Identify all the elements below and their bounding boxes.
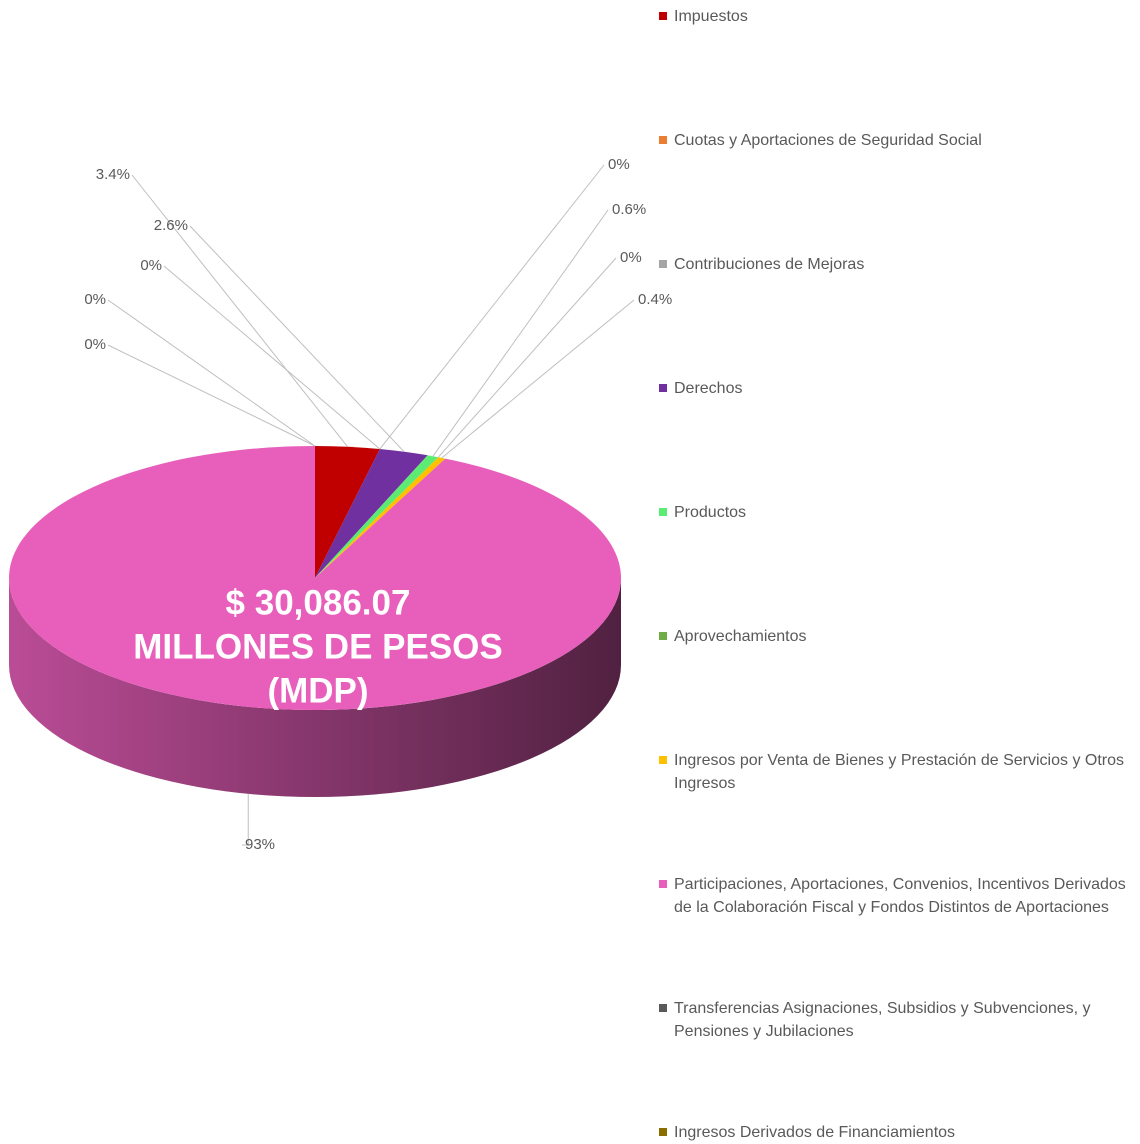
legend-item: Cuotas y Aportaciones de Seguridad Socia… — [659, 129, 1135, 152]
annotation: (MDP) — [267, 671, 368, 710]
slice-side — [9, 578, 621, 797]
legend-swatch — [659, 1004, 667, 1012]
slice — [9, 446, 622, 711]
data-label: 0% — [84, 291, 106, 308]
data-label: 93% — [245, 836, 275, 853]
data-label: 2.6% — [154, 217, 188, 234]
legend-label: Productos — [674, 504, 747, 521]
legend-swatch — [659, 1128, 667, 1136]
legend-label: Impuestos — [674, 8, 748, 25]
legend-item: Transferencias Asignaciones, Subsidios y… — [659, 997, 1135, 1043]
legend-label: Contribuciones de Mejoras — [674, 256, 865, 273]
legend-label: Transferencias Asignaciones, Subsidios y… — [674, 1000, 1091, 1040]
data-label: 0.6% — [612, 201, 646, 218]
legend-swatch — [659, 632, 667, 640]
legend-label: Cuotas y Aportaciones de Seguridad Socia… — [674, 132, 982, 149]
legend-item: Productos — [659, 501, 1135, 524]
leader-line — [107, 344, 316, 447]
data-label: 3.4% — [96, 166, 130, 183]
leader-line — [189, 225, 405, 453]
slice — [315, 457, 446, 578]
data-label: 0.4% — [638, 291, 672, 308]
slice — [315, 455, 439, 578]
legend-label: Ingresos por Venta de Bienes y Prestació… — [674, 752, 1125, 792]
legend-item: Derechos — [659, 377, 1135, 400]
leader-line — [379, 164, 605, 450]
legend-item: Contribuciones de Mejoras — [659, 253, 1135, 276]
leader-line — [107, 299, 316, 447]
leader-line — [441, 299, 635, 459]
legend-label: Derechos — [674, 380, 743, 397]
slice — [315, 446, 380, 578]
legend-item: Impuestos — [659, 5, 1135, 28]
data-label: 0% — [620, 249, 642, 266]
slice — [315, 449, 428, 578]
legend-item: Participaciones, Aportaciones, Convenios… — [659, 873, 1135, 919]
leader-line — [131, 174, 349, 448]
legend-swatch — [659, 756, 667, 764]
legend-item: Ingresos Derivados de Financiamientos — [659, 1121, 1135, 1144]
data-label: 0% — [84, 336, 106, 353]
leader-line — [432, 209, 609, 457]
leader-line — [163, 265, 381, 450]
data-label: 0% — [608, 156, 630, 173]
legend-swatch — [659, 508, 667, 516]
legend-label: Aprovechamientos — [674, 628, 807, 645]
legend-swatch — [659, 260, 667, 268]
legend-label: Ingresos Derivados de Financiamientos — [674, 1124, 956, 1141]
annotation: MILLONES DE PESOS — [133, 627, 503, 666]
legend-swatch — [659, 12, 667, 20]
legend-swatch — [659, 136, 667, 144]
legend-item: Aprovechamientos — [659, 625, 1135, 648]
data-label: 0% — [140, 257, 162, 274]
leader-line — [437, 257, 617, 458]
legend-swatch — [659, 880, 667, 888]
leader-line — [242, 793, 249, 846]
legend-swatch — [659, 384, 667, 392]
annotation: $ 30,086.07 — [226, 583, 411, 622]
legend-label: Participaciones, Aportaciones, Convenios… — [674, 876, 1126, 916]
legend-item: Ingresos por Venta de Bienes y Prestació… — [659, 749, 1135, 795]
